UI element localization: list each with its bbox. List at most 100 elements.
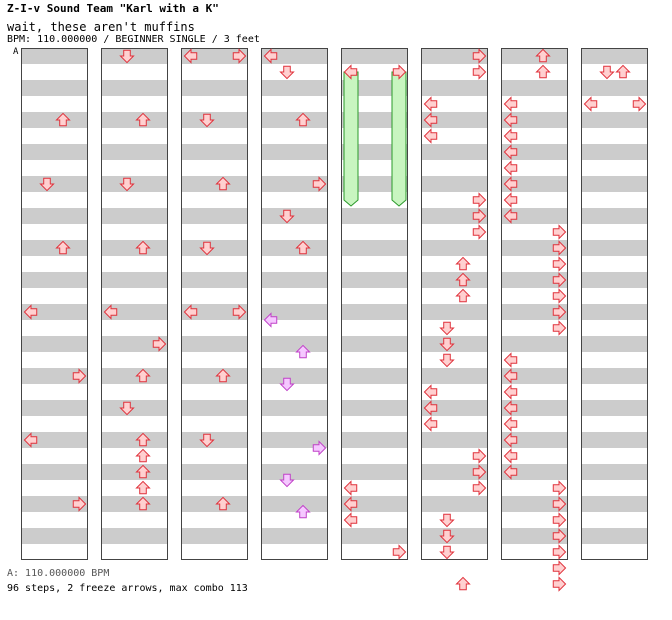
right-arrow-icon bbox=[552, 560, 567, 576]
beat-stripe bbox=[581, 272, 648, 288]
beat-stripe bbox=[341, 368, 408, 384]
left-arrow-icon bbox=[583, 96, 598, 112]
beat-stripe bbox=[421, 240, 488, 256]
left-arrow-icon bbox=[503, 384, 518, 400]
beat-stripe bbox=[581, 432, 648, 448]
beat-stripe bbox=[341, 400, 408, 416]
right-arrow-icon bbox=[552, 544, 567, 560]
beat-stripe bbox=[261, 336, 328, 352]
down-arrow-icon bbox=[439, 321, 455, 336]
beat-stripe bbox=[21, 496, 88, 512]
right-arrow-icon bbox=[472, 480, 487, 496]
beat-stripe bbox=[181, 80, 248, 96]
beat-stripe bbox=[501, 464, 568, 480]
beat-stripe bbox=[21, 528, 88, 544]
beat-stripe bbox=[341, 48, 408, 64]
beat-stripe bbox=[501, 304, 568, 320]
beat-stripe bbox=[21, 80, 88, 96]
beat-stripe bbox=[181, 48, 248, 64]
beat-stripe bbox=[101, 144, 168, 160]
beat-stripe bbox=[21, 144, 88, 160]
chart-column-2 bbox=[101, 48, 168, 560]
up-arrow-icon bbox=[535, 64, 551, 79]
beat-stripe bbox=[421, 112, 488, 128]
left-arrow-icon bbox=[503, 416, 518, 432]
column-border bbox=[581, 48, 648, 560]
right-arrow-icon bbox=[552, 320, 567, 336]
right-arrow-icon bbox=[552, 480, 567, 496]
beat-stripe bbox=[581, 368, 648, 384]
left-arrow-icon bbox=[503, 160, 518, 176]
beat-stripe bbox=[421, 176, 488, 192]
beat-stripe bbox=[21, 48, 88, 64]
left-arrow-icon bbox=[423, 416, 438, 432]
beat-stripe bbox=[261, 400, 328, 416]
beat-stripe bbox=[261, 144, 328, 160]
beat-stripe bbox=[261, 240, 328, 256]
chart-column-7 bbox=[501, 48, 568, 560]
beat-stripe bbox=[341, 208, 408, 224]
beat-stripe bbox=[341, 464, 408, 480]
beat-stripe bbox=[101, 304, 168, 320]
chart-info: BPM: 110.000000 / BEGINNER SINGLE / 3 fe… bbox=[7, 34, 260, 45]
right-arrow-icon bbox=[472, 192, 487, 208]
up-arrow-icon bbox=[455, 256, 471, 271]
beat-stripe bbox=[261, 432, 328, 448]
beat-stripe bbox=[581, 496, 648, 512]
beat-stripe bbox=[501, 432, 568, 448]
beat-stripe bbox=[101, 240, 168, 256]
beat-stripe bbox=[501, 80, 568, 96]
beat-stripe bbox=[21, 432, 88, 448]
beat-stripe bbox=[421, 464, 488, 480]
beat-stripe bbox=[501, 400, 568, 416]
beat-stripe bbox=[261, 464, 328, 480]
beat-stripe bbox=[501, 144, 568, 160]
song-subtitle: wait, these aren't muffins bbox=[7, 20, 195, 34]
beat-stripe bbox=[581, 144, 648, 160]
left-arrow-icon bbox=[503, 352, 518, 368]
chart-column-8 bbox=[581, 48, 648, 560]
beat-stripe bbox=[341, 304, 408, 320]
beat-stripe bbox=[501, 240, 568, 256]
right-arrow-icon bbox=[552, 576, 567, 592]
beat-stripe bbox=[181, 432, 248, 448]
beat-stripe bbox=[101, 80, 168, 96]
beat-stripe bbox=[261, 368, 328, 384]
beat-stripe bbox=[501, 112, 568, 128]
column-border bbox=[21, 48, 88, 560]
beat-stripe bbox=[501, 368, 568, 384]
beat-stripe bbox=[501, 272, 568, 288]
left-arrow-icon bbox=[503, 192, 518, 208]
left-arrow-icon bbox=[423, 384, 438, 400]
left-arrow-icon bbox=[503, 96, 518, 112]
chart-column-1 bbox=[21, 48, 88, 560]
freeze-arrow-body bbox=[391, 71, 407, 207]
beat-stripe bbox=[101, 48, 168, 64]
beat-stripe bbox=[421, 496, 488, 512]
song-title: Z-I-v Sound Team "Karl with a K" bbox=[7, 2, 219, 15]
beat-stripe bbox=[261, 496, 328, 512]
left-arrow-icon bbox=[503, 448, 518, 464]
beat-stripe bbox=[21, 272, 88, 288]
chart-column-6 bbox=[421, 48, 488, 560]
beat-stripe bbox=[181, 496, 248, 512]
beat-stripe bbox=[421, 336, 488, 352]
beat-stripe bbox=[341, 336, 408, 352]
column-border bbox=[261, 48, 328, 560]
beat-stripe bbox=[261, 272, 328, 288]
chart-column-3 bbox=[181, 48, 248, 560]
beat-stripe bbox=[581, 336, 648, 352]
beat-stripe bbox=[261, 528, 328, 544]
beat-stripe bbox=[421, 272, 488, 288]
up-arrow-icon bbox=[455, 576, 471, 591]
beat-stripe bbox=[501, 48, 568, 64]
beat-stripe bbox=[101, 464, 168, 480]
beat-stripe bbox=[421, 80, 488, 96]
beat-stripe bbox=[421, 144, 488, 160]
beat-stripe bbox=[21, 336, 88, 352]
beat-stripe bbox=[341, 272, 408, 288]
beat-stripe bbox=[181, 368, 248, 384]
beat-stripe bbox=[581, 400, 648, 416]
beat-stripe bbox=[181, 400, 248, 416]
